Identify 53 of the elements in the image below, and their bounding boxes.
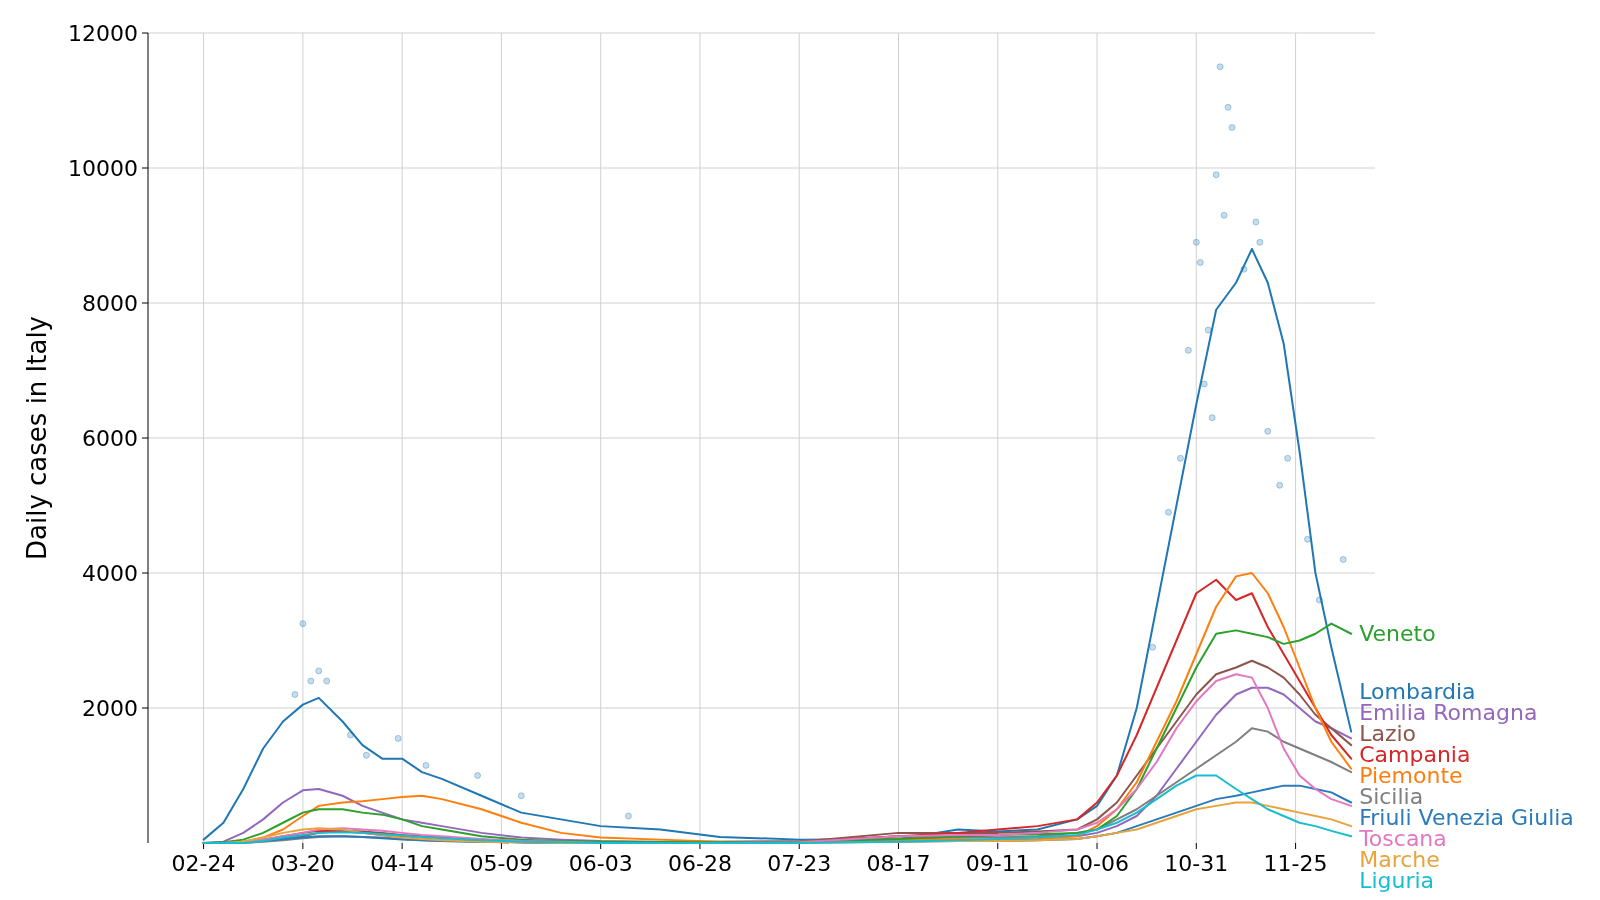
x-tick-label: 10-06 [1065, 851, 1130, 876]
point [1204, 326, 1212, 334]
line-series [202, 248, 1353, 841]
y-tick-label: 10000 [68, 155, 138, 181]
point [1184, 346, 1192, 354]
point [1212, 171, 1220, 179]
y-tick-label: 4000 [82, 560, 138, 586]
x-tick-label: 07-23 [767, 851, 832, 876]
point [1165, 508, 1173, 516]
x-tick-label: 04-14 [370, 851, 435, 876]
point [1192, 238, 1200, 246]
point [474, 772, 482, 779]
x-tick-label: 03-20 [270, 851, 335, 876]
x-tick-label: 06-28 [667, 851, 732, 876]
point [1196, 259, 1204, 266]
point [323, 677, 331, 685]
point [1304, 535, 1311, 543]
point [1176, 454, 1184, 462]
point [1228, 124, 1236, 131]
point [1284, 454, 1292, 462]
point [362, 751, 370, 759]
x-tick-label: 11-25 [1263, 851, 1328, 876]
point [1216, 63, 1224, 71]
y-tick-label: 2000 [82, 695, 138, 721]
x-tick-label: 05-09 [469, 851, 534, 876]
x-tick-label: 08-17 [866, 851, 931, 876]
y-tick-label: 8000 [82, 290, 138, 316]
point [1220, 211, 1228, 219]
point [1224, 103, 1232, 111]
point [1149, 643, 1157, 651]
point [1339, 556, 1347, 563]
point [291, 691, 299, 698]
point [422, 761, 430, 769]
point [299, 620, 307, 628]
point [1200, 380, 1208, 388]
series-label: Veneto [1359, 620, 1436, 646]
point [1256, 238, 1264, 246]
point [517, 792, 525, 800]
x-tick-label: 02-24 [171, 851, 236, 876]
y-axis-title: Daily cases in Italy [22, 315, 52, 561]
y-tick-label: 6000 [82, 425, 138, 451]
point [1252, 218, 1260, 226]
point [394, 734, 402, 742]
point [624, 812, 632, 820]
y-tick-label: 12000 [68, 20, 138, 46]
x-tick-label: 06-03 [568, 851, 633, 876]
point [307, 677, 315, 685]
x-tick-label: 10-31 [1164, 851, 1229, 876]
point [1264, 427, 1272, 435]
point [1208, 414, 1216, 422]
x-tick-label: 09-11 [965, 851, 1030, 876]
point [315, 667, 323, 675]
point [1276, 481, 1284, 489]
